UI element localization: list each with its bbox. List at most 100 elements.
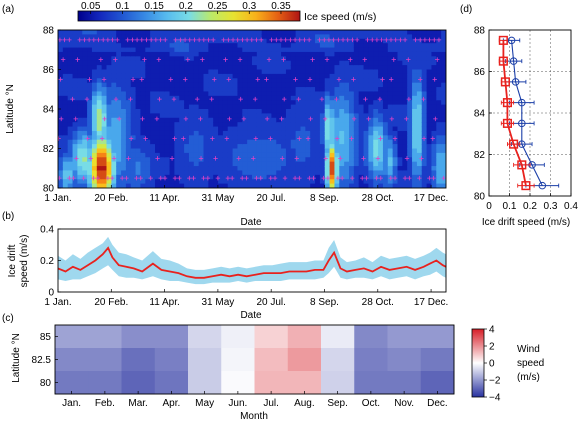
heatmap-cell <box>155 130 161 136</box>
heatmap-cell <box>310 144 316 150</box>
heatmap-cell <box>159 174 166 180</box>
heatmap-cell <box>247 56 253 62</box>
heatmap-cell <box>281 60 287 66</box>
heatmap-cell <box>111 87 117 93</box>
heatmap-cell <box>353 135 360 141</box>
heatmap-cell <box>193 69 200 75</box>
heatmap-cell <box>193 95 200 101</box>
heatmap-cell <box>58 82 64 88</box>
heatmap-cell <box>169 170 175 176</box>
heatmap-cell <box>387 69 394 75</box>
colorbar-ice-speed-tick-label: 0.2 <box>179 1 193 12</box>
heatmap-cell <box>218 34 224 40</box>
heatmap-cell <box>193 56 200 62</box>
heatmap-cell <box>324 100 331 106</box>
heatmap-cell <box>378 179 384 185</box>
heatmap-cell <box>373 69 379 75</box>
heatmap-cell <box>373 122 379 128</box>
heatmap-cell <box>111 56 117 62</box>
heatmap-cell <box>106 95 112 101</box>
heatmap-cell <box>319 73 326 79</box>
heatmap-cell <box>77 148 83 154</box>
heatmap-cell <box>218 73 224 79</box>
heatmap-cell <box>111 38 117 44</box>
heatmap-cell <box>305 56 311 62</box>
sample-marker <box>88 156 94 161</box>
y-tick-label: 0 <box>48 288 54 299</box>
heatmap-cell <box>295 113 302 119</box>
heatmap-cell <box>431 113 437 119</box>
heatmap-cell <box>179 152 185 158</box>
sample-marker <box>311 175 316 181</box>
heatmap-cell <box>344 161 350 167</box>
heatmap-cell <box>407 126 413 132</box>
heatmap-cell <box>426 135 433 141</box>
heatmap-cell <box>77 51 83 57</box>
heatmap-cell <box>82 144 88 150</box>
heatmap-cell <box>91 30 98 35</box>
heatmap-cell <box>232 126 239 132</box>
heatmap-cell <box>407 144 413 150</box>
heatmap-cell <box>305 130 311 136</box>
heatmap-cell <box>150 87 156 93</box>
heatmap-cell <box>184 65 190 71</box>
heatmap-cell <box>130 34 137 40</box>
panel-c-ylabel: Latitude °N <box>11 333 22 383</box>
sample-marker <box>229 175 235 181</box>
heatmap-cell <box>140 65 146 71</box>
heatmap-cell <box>329 117 336 123</box>
heatmap-cell <box>87 100 93 106</box>
heatmap-cell <box>436 87 442 93</box>
heatmap-cell <box>184 170 190 176</box>
heatmap-cell <box>58 126 64 132</box>
heatmap-cell <box>208 174 214 180</box>
heatmap-cell <box>121 65 127 71</box>
heatmap-cell <box>140 130 146 136</box>
heatmap-cell <box>373 152 379 158</box>
heatmap-cell <box>62 170 69 176</box>
heatmap-cell <box>237 51 243 57</box>
heatmap-cell <box>421 117 428 123</box>
heatmap-cell <box>198 148 205 154</box>
heatmap-cell <box>407 130 413 136</box>
sample-marker <box>81 175 86 181</box>
heatmap-cell <box>145 87 151 93</box>
heatmap-cell <box>319 139 326 145</box>
heatmap-cell <box>324 56 331 62</box>
heatmap-cell <box>431 122 437 128</box>
heatmap-cell <box>91 87 98 93</box>
heatmap-cell <box>290 109 297 114</box>
heatmap-cell <box>353 109 360 114</box>
heatmap-cell <box>222 65 229 71</box>
heatmap-cell <box>256 135 263 141</box>
heatmap-cell <box>72 95 78 101</box>
sample-marker <box>153 37 159 43</box>
heatmap-cell <box>416 183 423 188</box>
heatmap-cell <box>58 135 64 141</box>
heatmap-cell <box>203 56 209 62</box>
heatmap-cell <box>412 100 418 106</box>
heatmap-cell <box>227 152 234 158</box>
heatmap-cell <box>184 130 190 136</box>
heatmap-cell <box>169 161 175 167</box>
heatmap-cell <box>441 95 446 101</box>
heatmap-cell <box>285 65 292 71</box>
heatmap-cell <box>67 43 74 49</box>
heatmap-cell <box>276 34 282 40</box>
heatmap-cell <box>334 126 340 132</box>
heatmap-cell <box>237 148 243 154</box>
heatmap-cell <box>344 56 350 62</box>
heatmap-cell <box>387 30 394 35</box>
sample-marker <box>402 37 408 43</box>
heatmap-cell <box>358 122 365 128</box>
heatmap-cell <box>271 122 277 128</box>
heatmap-cell <box>111 95 117 101</box>
heatmap-cell <box>159 87 166 93</box>
heatmap-cell <box>392 183 399 188</box>
heatmap-cell <box>426 157 433 163</box>
heatmap-cell <box>300 38 306 44</box>
heatmap-cell <box>58 95 64 101</box>
heatmap-cell <box>116 148 122 154</box>
heatmap-cell <box>198 38 205 44</box>
sample-marker <box>406 96 412 102</box>
